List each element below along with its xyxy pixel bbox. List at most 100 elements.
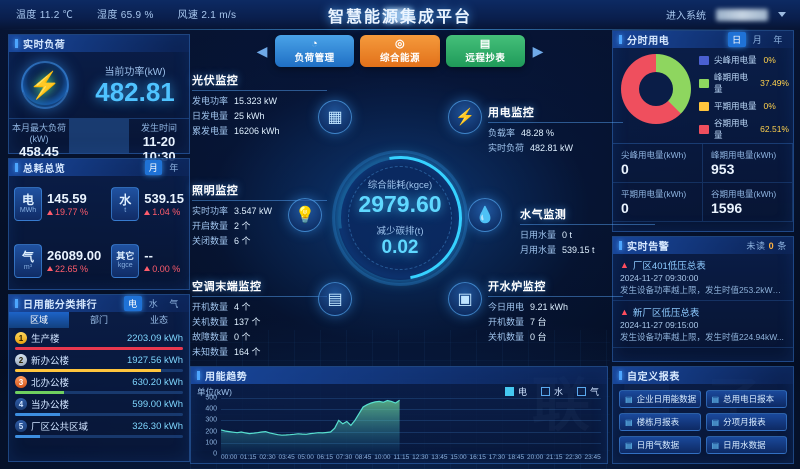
time-of-use-title: 分时用电 bbox=[627, 36, 670, 47]
load-illustration: ⚡ bbox=[9, 61, 81, 109]
total-overview-header: 总耗总览 月 年 bbox=[9, 159, 189, 176]
ac-icon: ▤ bbox=[318, 282, 352, 316]
report-button-building-monthly[interactable]: ▤ 楼栋月报表 bbox=[619, 413, 701, 431]
total-energy-label: 综合能耗(kgce) bbox=[367, 180, 433, 192]
nav-button-integrated-energy[interactable]: ◎ 综合能源 bbox=[360, 35, 440, 67]
list-item[interactable]: ▲ 厂区401低压总表 2024-11-27 09:30:00 发生设备功率越上限… bbox=[613, 254, 793, 301]
tou-toggle-year[interactable]: 年 bbox=[773, 35, 783, 45]
electricity-chip-icon: 电 MWh bbox=[14, 187, 42, 222]
trend-plot-area bbox=[221, 398, 601, 455]
rank-badge-icon: 2 bbox=[15, 354, 27, 366]
list-item[interactable]: 4 当办公楼 599.00 kWh bbox=[15, 397, 183, 416]
list-item[interactable]: ▲ 新厂区低压总表 2024-11-27 09:15:00 发生设备功率越上限，发… bbox=[613, 301, 793, 348]
occurrence-time: 发生时间 11-20 10:30 bbox=[140, 123, 177, 164]
nav-prev-arrow-icon[interactable]: ◀ bbox=[256, 42, 268, 59]
overview-item-electricity: 电 MWh 145.59 19.77 % bbox=[9, 176, 106, 233]
bolt-icon: ⚡ bbox=[448, 100, 482, 134]
water-gas-monitor-title: 水气监测 bbox=[520, 206, 655, 225]
divider bbox=[69, 119, 129, 153]
nav-button-remote-meter-reading[interactable]: ▤ 远程抄表 bbox=[445, 35, 525, 67]
other-chip-icon: 其它 kgce bbox=[111, 243, 140, 278]
alarm-warning-icon: ▲ bbox=[620, 307, 629, 317]
report-button-daily-water[interactable]: ▤ 日用水数据 bbox=[705, 436, 787, 454]
checkbox-icon bbox=[540, 387, 550, 396]
alarms-unread-count: 未读 0 条 bbox=[746, 241, 787, 251]
accent-bar-icon bbox=[619, 371, 622, 380]
legend-item-valley: 谷期用电量 62.51% bbox=[699, 117, 789, 141]
ranking-energy-tab-water[interactable]: 水 bbox=[148, 299, 159, 309]
total-overview-title: 总耗总览 bbox=[23, 164, 66, 175]
accent-bar-icon bbox=[15, 39, 18, 48]
rank-badge-icon: 1 bbox=[15, 332, 27, 344]
tou-stat-flat: 平期用电量(kWh) 0 bbox=[613, 183, 703, 222]
rank-badge-icon: 3 bbox=[15, 376, 27, 388]
ranking-energy-tab-gas[interactable]: 气 bbox=[169, 299, 179, 309]
accent-bar-icon bbox=[619, 35, 622, 44]
hvac-monitor-module: 空调末端监控 开机数量 4 个 关机数量 137 个 故障数量 0 个 未知数量 164… bbox=[192, 278, 327, 360]
report-button-enterprise-daily-energy[interactable]: ▤ 企业日用能数据 bbox=[619, 390, 701, 408]
ranking-tab-department[interactable]: 部门 bbox=[89, 315, 108, 325]
ranking-header: 日用能分类排行 电 水 气 bbox=[9, 295, 189, 312]
tou-toggle-day[interactable]: 日 bbox=[728, 32, 746, 47]
ranking-tab-business[interactable]: 业态 bbox=[149, 315, 168, 325]
droplet-icon: 💧 bbox=[468, 198, 502, 232]
document-icon: ▤ bbox=[625, 440, 633, 450]
gauge-icon: ◔ bbox=[311, 38, 319, 50]
monthly-max-load: 本月最大负荷(kW) 458.45 bbox=[11, 123, 66, 159]
time-of-use-legend: 尖峰用电量 0% 峰期用电量 37.49% 平期用电量 0% 谷期用电量 62.51% bbox=[691, 54, 789, 141]
time-of-use-donut-chart bbox=[621, 54, 691, 124]
overview-item-other: 其它 kgce -- 0.00 % bbox=[106, 233, 189, 290]
tou-toggle-month[interactable]: 月 bbox=[752, 35, 763, 45]
daily-usage-ranking-panel: 日用能分类排行 电 水 气 区域 部门 业态 1 生产楼 2203.09 kWh… bbox=[8, 294, 190, 462]
legend-item-peak: 峰期用电量 37.49% bbox=[699, 71, 789, 95]
list-item[interactable]: 3 北办公楼 630.20 kWh bbox=[15, 375, 183, 394]
current-power-label: 当前功率(kW) bbox=[104, 67, 166, 79]
document-icon: ▤ bbox=[711, 417, 720, 427]
accent-bar-icon bbox=[197, 371, 200, 380]
tou-stat-peak: 峰期用电量(kWh) 953 bbox=[703, 144, 793, 183]
realtime-load-title: 实时负荷 bbox=[23, 40, 66, 51]
time-of-use-panel: 分时用电 日 月 年 尖峰用电量 0% 峰期用电量 37.49% 平期用电量 0% 谷… bbox=[612, 30, 794, 232]
document-icon: ▤ bbox=[625, 394, 633, 404]
legend-item-flat: 平期用电量 0% bbox=[699, 100, 789, 112]
trend-legend-water[interactable]: 水 bbox=[540, 385, 563, 398]
checkbox-icon bbox=[576, 387, 586, 396]
accent-bar-icon bbox=[15, 299, 18, 308]
gas-chip-icon: 气 m³ bbox=[14, 243, 42, 278]
trend-legend-gas[interactable]: 气 bbox=[576, 385, 599, 398]
list-item[interactable]: 2 新办公楼 1927.56 kWh bbox=[15, 353, 183, 372]
trend-legend-electricity[interactable]: 电 bbox=[504, 385, 527, 398]
chevron-down-icon bbox=[778, 12, 786, 17]
report-button-total-electricity-daily[interactable]: ▤ 总用电日报本 bbox=[705, 390, 787, 408]
enter-system-label: 进入系统 bbox=[666, 11, 706, 22]
enter-system-control[interactable]: 进入系统 bbox=[666, 7, 786, 22]
pv-monitor-title: 光伏监控 bbox=[192, 72, 327, 91]
total-energy-value: 2979.60 bbox=[358, 191, 442, 218]
overview-toggle-year[interactable]: 年 bbox=[169, 163, 179, 173]
electricity-monitor-module: 用电监控 负载率 48.28 % 实时负荷 482.81 kW bbox=[488, 104, 623, 156]
ranking-list: 1 生产楼 2203.09 kWh 2 新办公楼 1927.56 kWh 3 北… bbox=[9, 328, 189, 438]
ranking-energy-tab-electricity[interactable]: 电 bbox=[124, 296, 142, 311]
arrow-up-icon bbox=[144, 266, 151, 272]
overview-item-gas: 气 m³ 26089.00 22.65 % bbox=[9, 233, 106, 290]
alarms-header: 实时告警 未读 0 条 bbox=[613, 237, 793, 254]
list-item[interactable]: 1 生产楼 2203.09 kWh bbox=[15, 331, 183, 350]
trend-x-axis: 00:00 01:15 02:30 03:45 05:00 06:15 07:30 08:45… bbox=[221, 454, 601, 461]
ranking-tab-area[interactable]: 区域 bbox=[9, 312, 69, 328]
energy-trend-panel: 用能趋势 单位(kW) 电 水 气 500 400 300 200 100 0 00:00… bbox=[190, 366, 608, 464]
tou-stat-sharp: 尖峰用电量(kWh) 0 bbox=[613, 144, 703, 183]
nav-next-arrow-icon[interactable]: ▶ bbox=[532, 42, 544, 59]
list-item[interactable]: 5 厂区公共区域 326.30 kWh bbox=[15, 419, 183, 438]
overview-toggle-month[interactable]: 月 bbox=[144, 160, 163, 175]
tou-stat-valley: 谷期用电量(kWh) 1596 bbox=[703, 183, 793, 222]
trend-title: 用能趋势 bbox=[205, 372, 248, 383]
accent-bar-icon bbox=[619, 241, 622, 250]
ranking-title: 日用能分类排行 bbox=[23, 300, 98, 311]
report-button-subitem-monthly[interactable]: ▤ 分项月报表 bbox=[705, 413, 787, 431]
report-button-daily-gas[interactable]: ▤ 日用气数据 bbox=[619, 436, 701, 454]
nav-button-load-management[interactable]: ◔ 负荷管理 bbox=[275, 35, 355, 67]
meter-icon: ▤ bbox=[479, 38, 491, 50]
